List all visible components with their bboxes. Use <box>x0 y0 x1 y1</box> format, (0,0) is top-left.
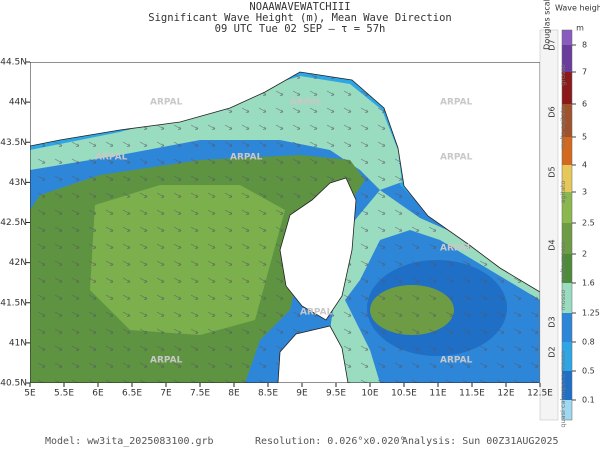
lat-label: 43N <box>9 178 27 188</box>
colorbar-label: 4 <box>582 161 587 170</box>
lat-label: 44N <box>9 98 27 108</box>
lon-label: 9E <box>296 389 308 399</box>
douglas-title: Douglas scale <box>543 0 552 50</box>
watermark: ARPAL <box>230 153 263 163</box>
douglas-code: D6 <box>548 106 557 117</box>
watermark: ARPAL <box>440 153 473 163</box>
douglas-term: quasi calmo <box>559 388 567 427</box>
colorbar-label: 2.5 <box>582 219 595 228</box>
lon-label: 12.5E <box>527 389 553 399</box>
lon-label: 10.5E <box>391 389 417 399</box>
map <box>30 62 540 383</box>
lon-label: 9.5E <box>326 389 346 399</box>
colorbar <box>539 29 573 421</box>
subtitle: 09 UTC Tue 02 SEP – τ = 57h <box>215 23 386 35</box>
watermark: ARPAL <box>95 153 128 163</box>
douglas-code: D4 <box>548 239 557 250</box>
lon-label: 6.5E <box>122 389 142 399</box>
douglas-term: grosso <box>559 64 567 85</box>
watermark: ARPAL <box>290 98 323 108</box>
lon-label: 8.5E <box>258 389 278 399</box>
lon-label: 7E <box>160 389 172 399</box>
lon-label: 10E <box>361 389 378 399</box>
colorbar-label: 0.8 <box>582 338 595 347</box>
douglas-code: D7 <box>548 39 557 50</box>
lat-label: 42.5N <box>0 218 27 228</box>
lon-label: 12E <box>497 389 514 399</box>
footer-analysis: Analysis: Sun 00Z31AUG2025 <box>402 436 559 447</box>
douglas-code: D5 <box>548 166 557 177</box>
colorbar-label: 8 <box>582 41 587 50</box>
lon-label: 11.5E <box>459 389 485 399</box>
lat-label: 42N <box>9 258 27 268</box>
douglas-term: molto mosso <box>559 241 567 283</box>
legend-unit: m <box>576 24 584 33</box>
watermark: ARPAL <box>150 98 183 108</box>
douglas-term: poco mosso <box>559 351 567 390</box>
watermark: ARPAL <box>440 244 473 254</box>
watermark: ARPAL <box>440 356 473 366</box>
footer-model: Model: ww3ita_2025083100.grb <box>45 436 214 447</box>
lon-label: 8E <box>228 389 240 399</box>
douglas-term: mosso <box>559 289 567 310</box>
lat-label: 43.5N <box>0 138 27 148</box>
colorbar-label: 1.6 <box>582 279 595 288</box>
lon-label: 11E <box>429 389 446 399</box>
colorbar-label: 1.25 <box>582 309 600 318</box>
watermark: ARPAL <box>300 308 333 318</box>
lat-label: 40.5N <box>0 379 27 389</box>
lat-label: 41N <box>9 338 27 348</box>
lon-label: 5E <box>24 389 36 399</box>
colorbar-label: 0.1 <box>582 396 595 405</box>
lon-label: 5.5E <box>54 389 74 399</box>
mainland <box>30 62 540 293</box>
colorbar-label: 7 <box>582 68 587 77</box>
watermark: ARPAL <box>440 98 473 108</box>
title: Significant Wave Height (m), Mean Wave D… <box>148 12 451 24</box>
colorbar-label: 5 <box>582 133 587 142</box>
colorbar-label: 2 <box>582 250 587 259</box>
lat-label: 41.5N <box>0 298 27 308</box>
colorbar-label: 0.5 <box>582 367 595 376</box>
legend-title: Wave height <box>555 4 600 13</box>
douglas-term: agitato <box>559 180 567 203</box>
colorbar-label: 6 <box>582 100 587 109</box>
lat-label: 44.5N <box>0 58 27 68</box>
lon-label: 6E <box>92 389 104 399</box>
watermarks: ARPAL ARPAL ARPAL ARPAL ARPAL ARPAL ARPA… <box>95 98 473 366</box>
colorbar-label: 3 <box>582 188 587 197</box>
footer-resolution: Resolution: 0.026°x0.020° <box>255 436 406 447</box>
sardinia <box>277 325 349 383</box>
douglas-code: D2 <box>548 346 557 357</box>
douglas-term: molto agitato <box>559 106 567 150</box>
lon-label: 7.5E <box>190 389 210 399</box>
model-name: NOAAWAVEWATCHIII <box>249 1 350 13</box>
watermark: ARPAL <box>150 356 183 366</box>
douglas-code: D3 <box>548 316 557 327</box>
corsica <box>279 177 357 321</box>
